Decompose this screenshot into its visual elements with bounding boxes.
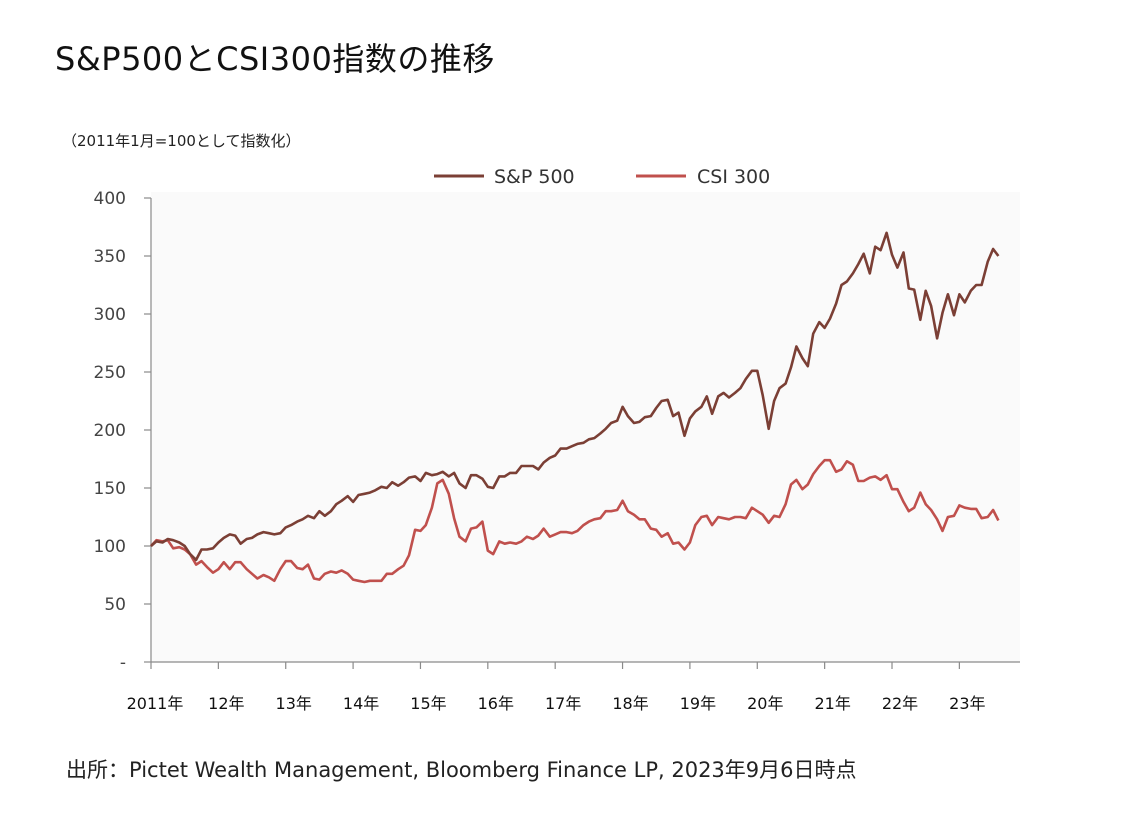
x-axis: 2011年 12年 13年 14年 15年 16年 17年 18年 19年 20年 21年 22年 23… xyxy=(127,661,1020,713)
y-tick-label: 50 xyxy=(104,595,126,615)
series-line-csi-300 xyxy=(150,458,1000,584)
y-tick-label: 150 xyxy=(94,479,126,499)
y-tick-label: 250 xyxy=(94,363,126,383)
y-tick-label: 200 xyxy=(94,421,126,441)
x-tick-label: 12年 xyxy=(208,694,244,713)
x-tick-label: 14年 xyxy=(343,694,379,713)
chart-subtitle: （2011年1月=100として指数化） xyxy=(62,132,301,150)
legend-label: S&P 500 xyxy=(494,166,575,188)
x-tick-label: 21年 xyxy=(814,694,850,713)
plot-area xyxy=(151,192,1020,662)
legend: S&P 500 CSI 300 xyxy=(434,166,770,188)
x-tick-label: 2011年 xyxy=(127,694,184,713)
y-tick-label: 350 xyxy=(94,247,126,267)
x-tick-label: 13年 xyxy=(276,694,312,713)
x-tick-label: 17年 xyxy=(545,694,581,713)
y-tick-label: 400 xyxy=(94,189,126,209)
x-tick-label: 15年 xyxy=(410,694,446,713)
y-tick-label: - xyxy=(120,653,126,673)
x-tick-label: 19年 xyxy=(680,694,716,713)
series-line-s-p-500 xyxy=(150,231,1000,562)
x-tick-label: 23年 xyxy=(949,694,985,713)
x-tick-label: 20年 xyxy=(747,694,783,713)
y-tick-label: 300 xyxy=(94,305,126,325)
legend-label: CSI 300 xyxy=(697,166,770,188)
x-tick-label: 22年 xyxy=(882,694,918,713)
y-tick-label: 100 xyxy=(94,537,126,557)
x-tick-label: 16年 xyxy=(478,694,514,713)
y-axis: - 50 100 150 200 250 300 350 400 xyxy=(94,189,152,673)
x-tick-label: 18年 xyxy=(612,694,648,713)
page-title: S&P500とCSI300指数の推移 xyxy=(55,40,495,78)
source-note: 出所：Pictet Wealth Management, Bloomberg F… xyxy=(66,758,857,782)
